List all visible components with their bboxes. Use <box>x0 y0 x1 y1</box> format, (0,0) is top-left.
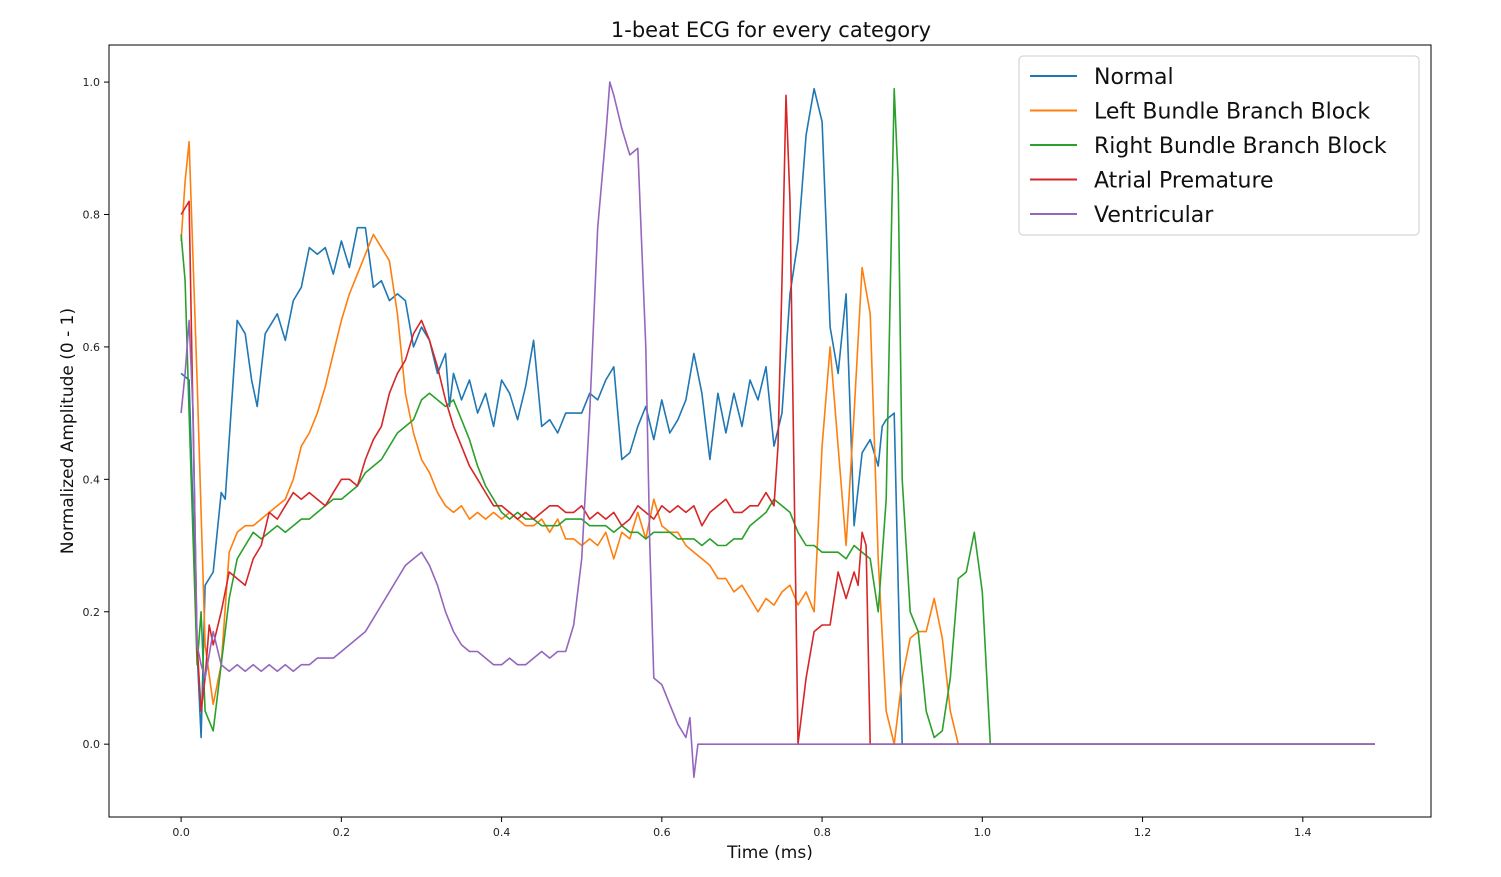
y-tick-label: 0.4 <box>83 473 101 486</box>
x-tick-label: 0.8 <box>813 826 831 839</box>
series-line-left-bundle-branch-block <box>180 140 1375 746</box>
legend-label-normal: Normal <box>1094 65 1174 90</box>
series-lines <box>180 81 1375 779</box>
chart-title: 1-beat ECG for every category <box>611 18 931 42</box>
y-tick-label: 0.2 <box>83 606 101 619</box>
x-tick-label: 1.2 <box>1134 826 1152 839</box>
y-tick-label: 1.0 <box>83 76 101 89</box>
legend-label-atrial-premature: Atrial Premature <box>1094 169 1274 194</box>
legend-label-left-bundle-branch-block: Left Bundle Branch Block <box>1094 100 1370 125</box>
x-tick-label: 0.4 <box>493 826 511 839</box>
y-tick-label: 0.6 <box>83 341 101 354</box>
legend-box <box>1018 55 1420 236</box>
x-tick-label: 1.4 <box>1294 826 1312 839</box>
x-tick-label: 1.0 <box>974 826 992 839</box>
series-line-atrial-premature <box>180 94 1375 746</box>
series-line-ventricular <box>180 81 1375 779</box>
y-axis-title: Normalized Amplitude (0 - 1) <box>58 308 78 554</box>
y-axis: 0.0 0.2 0.4 0.6 0.8 1.0 <box>83 76 109 751</box>
y-tick-label: 0.8 <box>83 208 101 221</box>
x-tick-label: 0.2 <box>333 826 351 839</box>
series-line-right-bundle-branch-block <box>180 87 1375 746</box>
x-axis-title: Time (ms) <box>726 843 813 863</box>
x-tick-label: 0.0 <box>172 826 190 839</box>
series-line-normal <box>180 87 1375 746</box>
x-axis: 0.0 0.2 0.4 0.6 0.8 1.0 1.2 1.4 <box>172 817 1312 839</box>
legend-label-ventricular: Ventricular <box>1094 203 1214 228</box>
y-tick-label: 0.0 <box>83 738 101 751</box>
x-tick-label: 0.6 <box>653 826 671 839</box>
legend: Normal Left Bundle Branch Block Right Bund… <box>1018 55 1420 236</box>
legend-label-right-bundle-branch-block: Right Bundle Branch Block <box>1094 134 1387 159</box>
